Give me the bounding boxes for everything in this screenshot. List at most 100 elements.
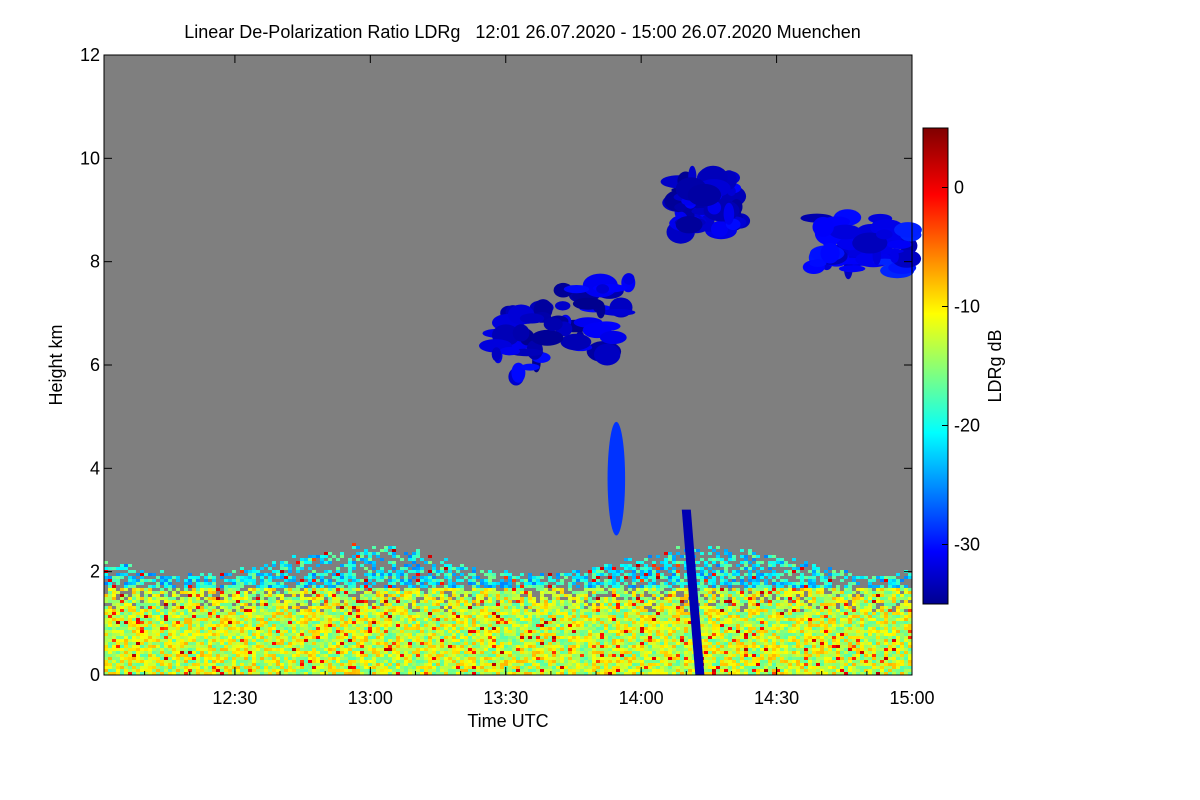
aerosol-cell [300,651,304,654]
aerosol-cell [308,639,312,642]
aerosol-cell [520,666,524,669]
aerosol-cell [128,657,132,660]
aerosol-cell [284,651,288,654]
aerosol-cell [268,654,272,657]
aerosol-cell [124,588,128,591]
aerosol-cell [144,624,148,627]
aerosol-cell [672,663,676,666]
aerosol-cell [312,651,316,654]
aerosol-cell [620,609,624,612]
aerosol-cell [676,612,680,615]
aerosol-cell [164,585,168,588]
aerosol-cell [636,669,640,672]
aerosol-cell [600,663,604,666]
aerosol-cell [496,609,500,612]
aerosol-cell [296,621,300,624]
aerosol-cell [428,627,432,630]
aerosol-cell [396,570,400,573]
aerosol-cell [676,609,680,612]
aerosol-cell [364,621,368,624]
aerosol-cell [304,642,308,645]
aerosol-cell [624,648,628,651]
aerosol-cell [140,633,144,636]
aerosol-cell [304,618,308,621]
aerosol-cell [708,639,712,642]
aerosol-cell [308,630,312,633]
aerosol-cell [612,645,616,648]
aerosol-cell [280,612,284,615]
aerosol-cell [344,603,348,606]
aerosol-cell [280,597,284,600]
aerosol-cell [392,633,396,636]
aerosol-cell [552,630,556,633]
aerosol-cell [704,630,708,633]
aerosol-cell [680,642,684,645]
aerosol-cell [596,642,600,645]
aerosol-cell [668,645,672,648]
aerosol-cell [120,636,124,639]
aerosol-cell [412,648,416,651]
aerosol-cell [208,615,212,618]
aerosol-cell [580,591,584,594]
aerosol-cell [320,654,324,657]
aerosol-cell [192,627,196,630]
aerosol-cell [492,609,496,612]
aerosol-cell [300,615,304,618]
aerosol-cell [240,648,244,651]
aerosol-cell [412,594,416,597]
aerosol-cell [208,585,212,588]
aerosol-cell [284,642,288,645]
aerosol-cell [640,651,644,654]
aerosol-cell [416,672,420,675]
aerosol-cell [272,588,276,591]
aerosol-cell [596,600,600,603]
aerosol-cell [252,642,256,645]
aerosol-cell [380,576,384,579]
aerosol-cell [384,618,388,621]
aerosol-cell [688,642,692,645]
aerosol-cell [200,645,204,648]
aerosol-cell [328,621,332,624]
aerosol-cell [624,630,628,633]
aerosol-cell [164,603,168,606]
aerosol-cell [588,639,592,642]
aerosol-cell [180,597,184,600]
aerosol-cell [280,663,284,666]
aerosol-cell [212,591,216,594]
aerosol-cell [576,630,580,633]
aerosol-cell [620,603,624,606]
aerosol-cell [204,621,208,624]
aerosol-cell [412,627,416,630]
aerosol-cell [516,585,520,588]
aerosol-cell [396,651,400,654]
aerosol-cell [580,672,584,675]
aerosol-cell [568,654,572,657]
aerosol-cell [604,642,608,645]
aerosol-cell [104,669,108,672]
aerosol-cell [120,651,124,654]
aerosol-cell [196,621,200,624]
aerosol-cell [580,633,584,636]
aerosol-cell [116,657,120,660]
aerosol-cell [536,636,540,639]
aerosol-cell [516,645,520,648]
aerosol-cell [468,627,472,630]
aerosol-cell [560,609,564,612]
aerosol-cell [584,591,588,594]
aerosol-cell [608,651,612,654]
aerosol-cell [148,627,152,630]
aerosol-cell [348,660,352,663]
aerosol-cell [224,642,228,645]
aerosol-cell [420,609,424,612]
aerosol-cell [236,606,240,609]
aerosol-cell [664,660,668,663]
aerosol-cell [608,609,612,612]
aerosol-cell [668,612,672,615]
aerosol-cell [508,600,512,603]
aerosol-cell [208,588,212,591]
aerosol-cell [232,627,236,630]
aerosol-cell [572,597,576,600]
aerosol-cell [108,606,112,609]
aerosol-cell [396,654,400,657]
